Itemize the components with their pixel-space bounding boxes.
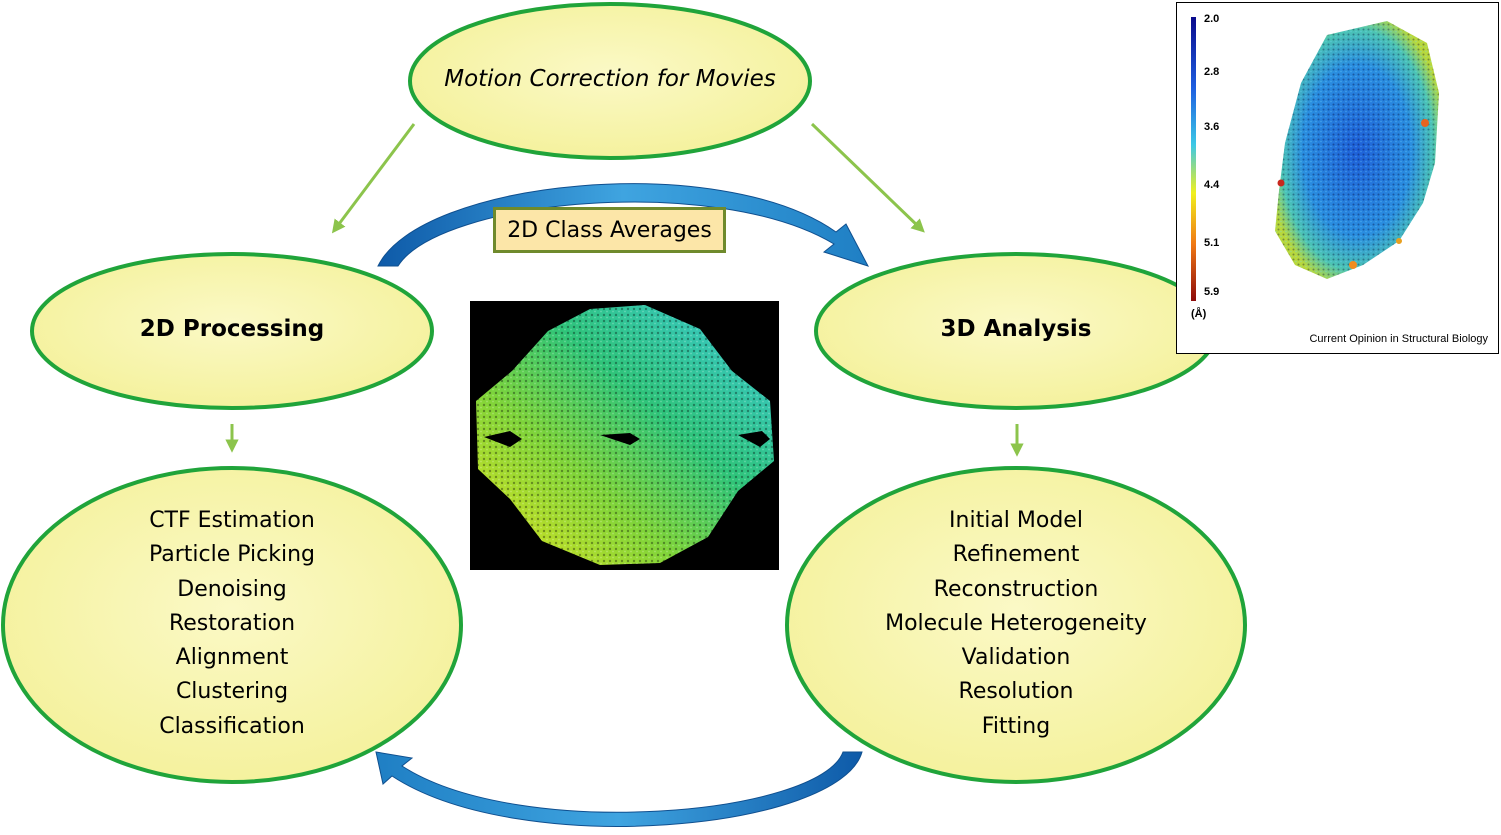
scale-tick: 3.6 [1204,121,1220,133]
scale-tick: 5.1 [1204,237,1220,249]
scale-tick: 4.4 [1204,179,1220,191]
list-item: Molecule Heterogeneity [885,610,1147,636]
processing-2d-label: 2D Processing [139,316,325,342]
list-item: Resolution [958,679,1074,705]
scale-tick: 2.8 [1204,66,1220,78]
motion-correction-ellipse [408,2,812,160]
scale-tick: 5.9 [1204,286,1220,298]
list-item: Alignment [175,645,289,671]
list-item: Clustering [175,679,289,705]
resolution-color-scale [1191,17,1196,301]
list-item: Denoising [177,576,287,602]
list-item: Reconstruction [933,576,1099,602]
list-item: Initial Model [949,508,1083,533]
inset-credit: Current Opinion in Structural Biology [1309,333,1488,345]
list-item: Refinement [952,542,1080,568]
list-item: Classification [159,713,305,739]
analysis-steps-ellipse [785,466,1247,784]
list-item: Particle Picking [148,542,316,568]
processing-2d-ellipse [30,252,434,410]
arrow-motion-to-3d [810,122,925,233]
processing-steps-ellipse [1,466,463,784]
processing-steps-list: CTF Estimation Particle Picking Denoisin… [32,504,432,744]
list-item: Restoration [168,610,296,636]
bottom-curved-arrow [375,751,863,827]
analysis-steps-list: Initial Model Refinement Reconstruction … [816,504,1216,744]
arrow-motion-to-2d [331,123,416,234]
list-item: Validation [961,645,1071,671]
class-averages-box: 2D Class Averages [493,207,726,253]
scale-tick: 2.0 [1204,13,1220,25]
motion-correction-label: Motion Correction for Movies [444,66,776,92]
list-item: Fitting [981,713,1051,739]
resolution-map-inset: 2.0 2.8 3.6 4.4 5.1 5.9 (Å) Current Opin… [1176,2,1499,354]
density-map-image [470,301,779,570]
scale-unit: (Å) [1191,308,1207,320]
analysis-3d-label: 3D Analysis [940,316,1092,342]
list-item: CTF Estimation [149,508,315,533]
